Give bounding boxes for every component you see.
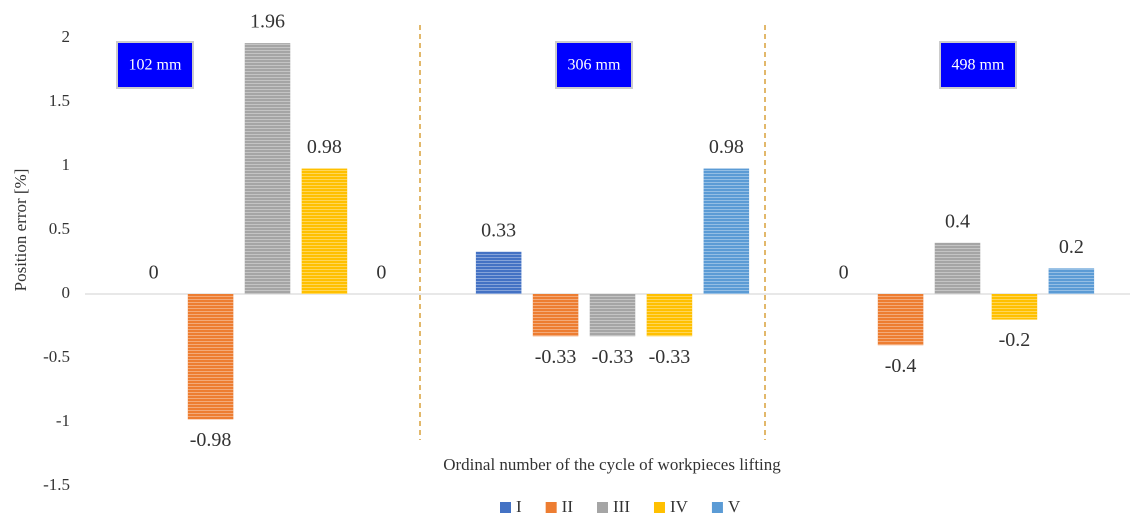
data-label: -0.98 [190, 429, 232, 451]
y-tick-label: 1 [62, 155, 71, 174]
data-label: 0.33 [481, 219, 516, 241]
legend-swatch [711, 502, 723, 513]
legend-swatch [500, 502, 511, 513]
data-label: 0.98 [307, 136, 342, 158]
y-axis-label: Position error [%] [11, 169, 30, 292]
legend-swatch [597, 502, 608, 513]
bar-texture [244, 43, 291, 295]
bar-texture [187, 294, 234, 420]
bar-texture [877, 294, 924, 346]
y-tick-label: 1.5 [49, 91, 70, 110]
data-label: 0.2 [1059, 236, 1084, 258]
legend-swatch [545, 502, 557, 513]
data-label: 0 [839, 262, 849, 284]
y-tick-label: -1 [56, 411, 70, 430]
bar-texture [991, 294, 1038, 320]
data-label: 0 [149, 262, 159, 284]
y-tick-label: -1.5 [43, 475, 70, 494]
x-axis-label: Ordinal number of the cycle of workpiece… [443, 455, 781, 474]
data-label: 0 [376, 262, 386, 284]
category-label: 306 mm [568, 57, 621, 74]
data-label: 1.96 [250, 11, 285, 33]
data-label: 0.4 [945, 210, 970, 232]
data-label: -0.33 [649, 346, 691, 368]
bar-texture [646, 294, 693, 337]
category-box [555, 41, 633, 89]
data-label: -0.33 [535, 346, 577, 368]
category-label: 498 mm [952, 57, 1005, 74]
legend-label: V [728, 497, 741, 516]
bar-texture [475, 251, 522, 294]
y-tick-label: 0.5 [49, 219, 70, 238]
data-label: 0.98 [709, 136, 744, 158]
legend-label: III [613, 497, 630, 516]
data-label: -0.4 [885, 355, 917, 377]
data-label: -0.2 [999, 329, 1031, 351]
legend-swatch [653, 502, 665, 513]
bar-texture [1048, 268, 1095, 294]
data-label: -0.33 [592, 346, 634, 368]
bar-texture [703, 168, 750, 294]
y-tick-label: 2 [62, 27, 71, 46]
y-tick-label: -0.5 [43, 347, 70, 366]
bar-texture [934, 242, 981, 294]
legend-label: IV [670, 497, 689, 516]
bar-texture [589, 294, 636, 337]
category-box [116, 41, 194, 89]
bar-texture [301, 168, 348, 294]
bar-texture [532, 294, 579, 337]
legend-label: I [516, 497, 522, 516]
category-label: 102 mm [129, 57, 182, 74]
y-tick-label: 0 [62, 283, 71, 302]
legend-label: II [562, 497, 574, 516]
category-box [939, 41, 1017, 89]
